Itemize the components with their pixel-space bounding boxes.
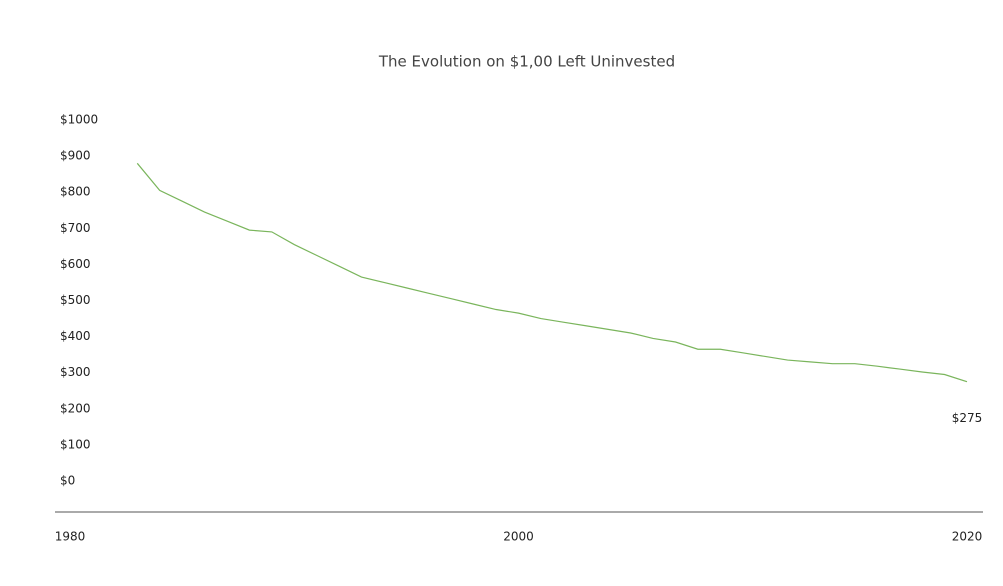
annotation: $275 [952,411,983,425]
y-tick-label: $100 [60,437,91,451]
x-tick-label: 2020 [952,530,983,544]
y-tick-label: $1000 [60,113,98,127]
chart-title: The Evolution on $1,00 Left Uninvested [378,53,675,71]
y-tick-label: $200 [60,401,91,415]
x-tick-label: 1980 [55,530,86,544]
y-tick-label: $400 [60,329,91,343]
y-tick-label: $800 [60,185,91,199]
y-tick-label: $500 [60,293,91,307]
x-tick-label: 2000 [503,530,534,544]
y-tick-label: $600 [60,257,91,271]
y-tick-label: $0 [60,474,75,488]
y-tick-label: $700 [60,221,91,235]
line [136,162,968,383]
y-tick-label: $900 [60,149,91,163]
y-tick-label: $300 [60,365,91,379]
